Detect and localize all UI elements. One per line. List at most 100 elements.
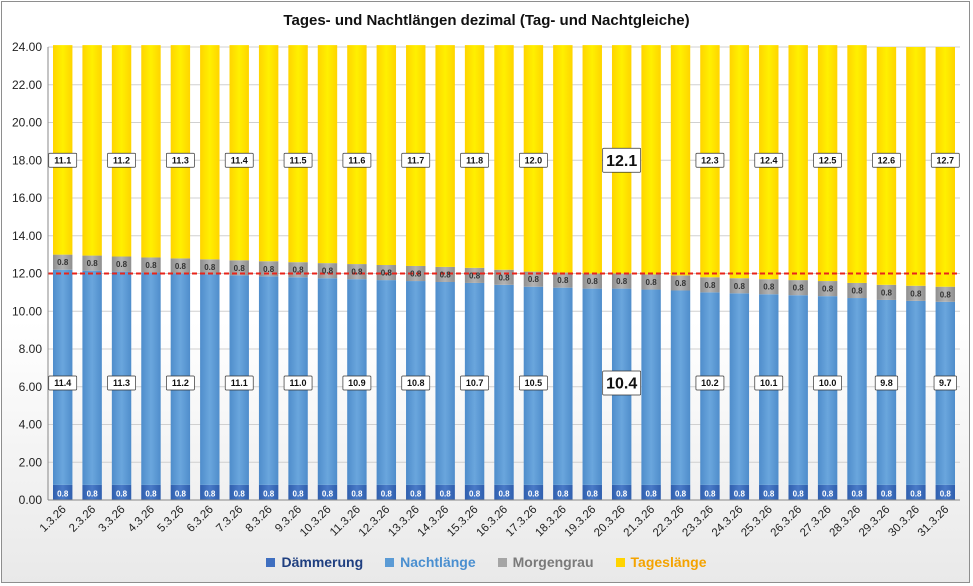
y-tick-label: 8.00 [19, 342, 43, 356]
x-tick-label: 19.3.26 [563, 504, 599, 540]
bar-dämmerung [317, 484, 338, 500]
data-label: 9.7 [939, 378, 952, 388]
data-label: 0.8 [87, 489, 99, 498]
bar-morgengrau [200, 259, 220, 275]
y-tick-label: 4.00 [19, 418, 43, 432]
bar-dämmerung [906, 484, 926, 500]
legend-swatch [385, 557, 395, 567]
data-label: 0.8 [528, 275, 540, 284]
data-label: 0.8 [293, 489, 305, 498]
bar-nachtlänge [876, 299, 897, 485]
data-label-box [519, 152, 548, 168]
bar-tageslänge [258, 45, 279, 262]
bar-dämmerung [406, 484, 426, 500]
data-label: 0.8 [822, 285, 834, 294]
data-label: 0.8 [204, 489, 216, 498]
x-tick-label: 20.3.26 [592, 504, 628, 540]
data-label-box [813, 375, 842, 391]
data-label: 0.8 [910, 489, 922, 498]
data-label: 0.8 [557, 489, 569, 498]
x-tick-label: 4.3.26 [126, 504, 157, 535]
legend-item-tageslaenge[interactable]: Tageslänge [615, 554, 707, 570]
data-label: 0.8 [469, 271, 481, 280]
data-label: 0.8 [587, 277, 599, 286]
y-tick-label: 18.00 [12, 153, 42, 167]
bar-tageslänge [111, 45, 132, 257]
bar-nachtlänge [258, 276, 279, 485]
bar-tageslänge [847, 45, 867, 283]
bar-nachtlänge [641, 289, 661, 485]
x-tick-label: 6.3.26 [185, 504, 216, 535]
bar-morgengrau [141, 257, 161, 273]
bar-nachtlänge [935, 301, 955, 485]
x-tick-label: 11.3.26 [328, 504, 363, 539]
bar-morgengrau [406, 265, 426, 282]
data-label: 11.5 [290, 155, 307, 165]
bar-dämmerung [170, 484, 191, 500]
data-label: 0.8 [528, 489, 540, 498]
legend-item-morgengrau[interactable]: Morgengrau [497, 554, 594, 570]
legend-item-daemmerung[interactable]: Dämmerung [266, 554, 363, 570]
bar-dämmerung [670, 484, 691, 500]
y-tick-label: 22.00 [12, 78, 42, 92]
data-label: 0.8 [234, 264, 246, 273]
data-label: 0.8 [616, 277, 628, 286]
data-label: 0.8 [145, 261, 157, 270]
data-label: 0.8 [263, 489, 275, 498]
x-tick-label: 29.3.26 [857, 504, 893, 540]
bar-nachtlänge [82, 270, 102, 485]
bar-dämmerung [817, 484, 838, 500]
data-label: 0.8 [734, 282, 746, 291]
bar-tageslänge [729, 45, 750, 279]
bar-dämmerung [523, 484, 544, 500]
y-tick-label: 10.00 [12, 304, 42, 318]
bar-nachtlänge [729, 293, 750, 485]
data-label-box [519, 375, 548, 391]
bar-dämmerung [729, 484, 750, 500]
data-label: 11.6 [348, 155, 365, 165]
bar-morgengrau [288, 262, 308, 278]
bar-nachtlänge [141, 272, 161, 485]
data-label: 12.0 [525, 155, 543, 165]
data-label: 0.8 [675, 279, 687, 288]
bar-dämmerung [347, 484, 367, 500]
x-tick-label: 12.3.26 [357, 504, 393, 540]
data-label-box [48, 375, 78, 391]
data-label: 12.1 [606, 153, 637, 170]
data-label-box [874, 375, 899, 391]
data-label: 0.8 [57, 489, 69, 498]
bar-dämmerung [258, 484, 279, 500]
data-label: 0.8 [410, 270, 422, 279]
x-tick-label: 31.3.26 [916, 504, 952, 540]
data-label: 0.8 [175, 489, 187, 498]
bar-tageslänge [53, 45, 73, 255]
data-label: 10.4 [606, 376, 637, 393]
data-label-box [401, 375, 431, 391]
bar-dämmerung [759, 484, 779, 500]
y-tick-label: 0.00 [19, 493, 43, 507]
data-label: 0.8 [293, 266, 305, 275]
bar-nachtlänge [817, 296, 838, 485]
bar-morgengrau [111, 256, 132, 272]
bar-tageslänge [553, 45, 573, 273]
bar-morgengrau [347, 264, 367, 280]
data-label: 0.8 [498, 273, 510, 282]
x-tick-label: 14.3.26 [416, 504, 452, 540]
bar-dämmerung [229, 484, 249, 500]
data-label-box [283, 152, 313, 168]
data-label: 0.8 [234, 489, 246, 498]
x-tick-label: 23.3.26 [680, 504, 716, 540]
legend-swatch [497, 557, 507, 567]
legend-item-nachtlaenge[interactable]: Nachtlänge [385, 554, 476, 570]
legend-label: Dämmerung [281, 554, 364, 570]
bar-morgengrau [553, 272, 573, 288]
legend-label: Morgengrau [512, 554, 594, 570]
bar-nachtlänge [494, 284, 514, 485]
data-label-box [107, 375, 136, 391]
bar-dämmerung [876, 484, 897, 500]
bar-dämmerung [582, 484, 602, 500]
data-label: 11.7 [407, 155, 424, 165]
bar-tageslänge [229, 45, 249, 261]
bar-morgengrau [229, 260, 249, 276]
